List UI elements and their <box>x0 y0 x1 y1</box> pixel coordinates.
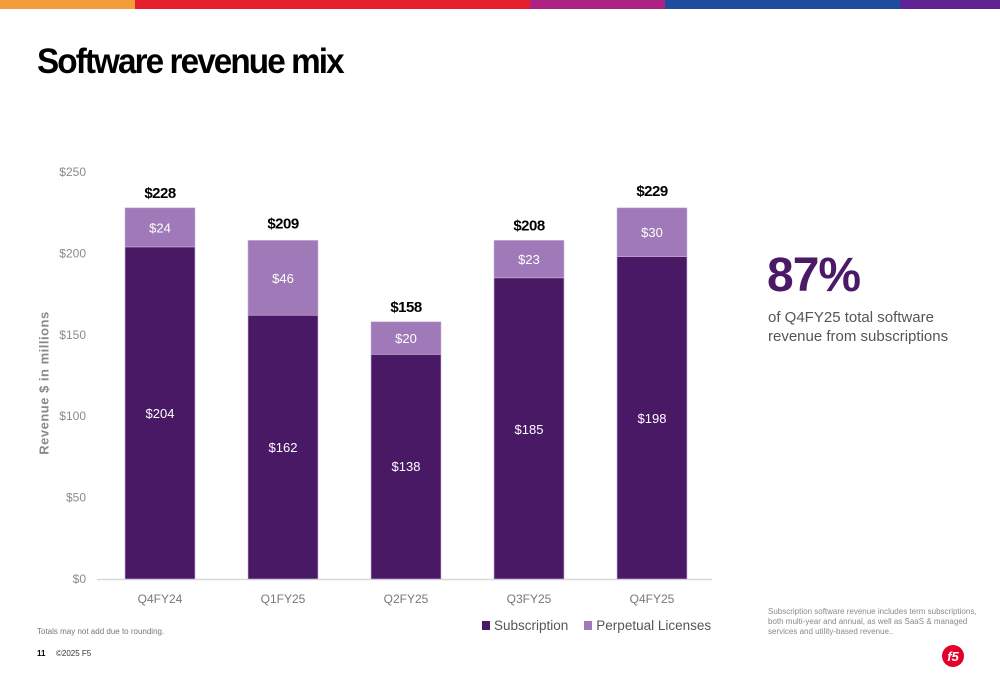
y-axis-label: Revenue $ in millions <box>36 311 52 455</box>
brand-color-bar <box>0 0 1000 9</box>
y-tick-label: $250 <box>59 165 86 179</box>
bar-total-label: $228 <box>144 185 176 202</box>
bar-total-label: $209 <box>267 216 299 233</box>
f5-logo-icon: f5 <box>942 645 964 667</box>
bar-total-label: $208 <box>513 217 545 234</box>
kpi-value: 87% <box>767 249 861 302</box>
page-number: 11 <box>37 649 46 658</box>
bar-value-label: $198 <box>638 411 667 426</box>
y-tick-label: $0 <box>73 572 87 586</box>
bar-value-label: $20 <box>395 331 417 346</box>
bar-value-label: $46 <box>272 271 294 286</box>
bar-value-label: $204 <box>146 406 175 421</box>
bar-value-label: $24 <box>149 220 171 235</box>
legend-swatch-subscription <box>482 621 490 630</box>
bar-value-label: $185 <box>515 422 544 437</box>
legend-item-perpetual: Perpetual Licenses <box>584 618 711 633</box>
color-segment <box>135 0 530 9</box>
legend-item-subscription: Subscription <box>482 618 568 633</box>
color-segment <box>900 0 1000 9</box>
bar-value-label: $30 <box>641 225 663 240</box>
y-tick-label: $200 <box>59 246 86 260</box>
side-note: Subscription software revenue includes t… <box>768 607 977 636</box>
bar-value-label: $23 <box>518 252 540 267</box>
bar-value-label: $162 <box>269 440 298 455</box>
y-tick-label: $150 <box>59 328 86 342</box>
copyright: ©2025 F5 <box>56 649 92 658</box>
x-tick-label: Q4FY25 <box>630 592 675 606</box>
bar-segment-perpetual <box>370 321 442 355</box>
bar-total-label: $158 <box>390 299 422 316</box>
color-segment <box>0 0 135 9</box>
bar-segment-subscription <box>493 277 565 580</box>
x-tick-label: Q2FY25 <box>384 592 429 606</box>
x-tick-label: Q4FY24 <box>138 592 183 606</box>
bar-value-label: $138 <box>392 459 421 474</box>
y-tick-label: $50 <box>66 491 86 505</box>
bar-segment-perpetual <box>247 240 319 316</box>
bar-segment-perpetual <box>616 207 688 257</box>
legend-label: Subscription <box>494 618 569 633</box>
bar-segment-perpetual <box>124 207 196 248</box>
kpi-description: of Q4FY25 total software revenue from su… <box>768 309 949 345</box>
bar-segment-subscription <box>370 354 442 580</box>
chart-legend: Subscription Perpetual Licenses <box>482 618 711 633</box>
bar-segment-subscription <box>247 314 319 580</box>
bar-segment-subscription <box>124 246 196 580</box>
color-segment <box>530 0 665 9</box>
footnote: Totals may not add due to rounding. <box>37 627 165 636</box>
legend-label: Perpetual Licenses <box>596 618 712 633</box>
page-title: Software revenue mix <box>37 42 345 81</box>
x-tick-label: Q1FY25 <box>261 592 306 606</box>
bar-total-label: $229 <box>636 183 668 200</box>
legend-swatch-perpetual <box>584 621 593 630</box>
bar-segment-subscription <box>616 256 688 580</box>
y-tick-label: $100 <box>59 409 86 423</box>
bar-segment-perpetual <box>493 240 565 279</box>
x-tick-label: Q3FY25 <box>507 592 552 606</box>
color-segment <box>665 0 900 9</box>
